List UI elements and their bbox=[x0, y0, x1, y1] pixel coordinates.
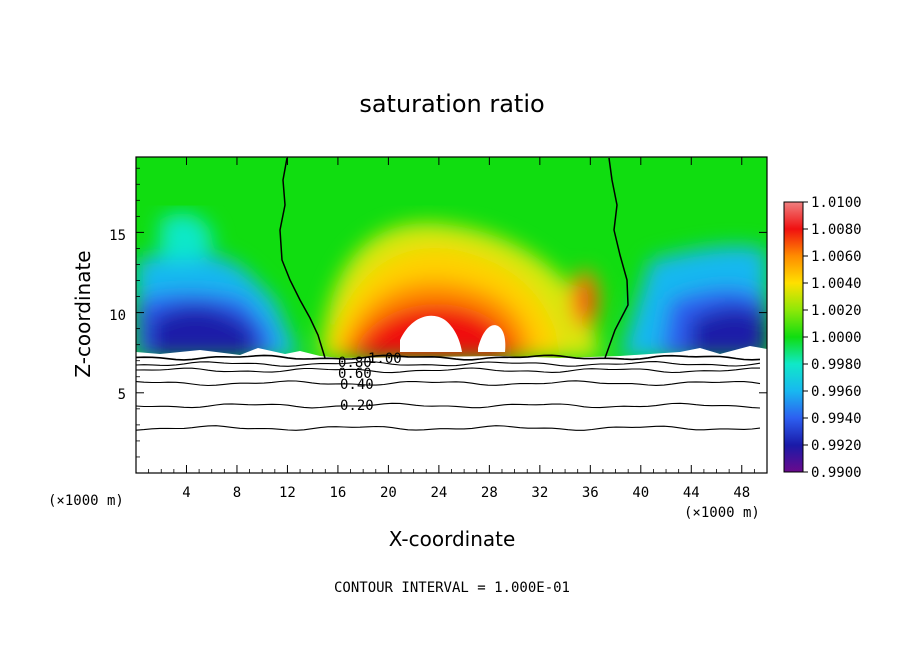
x-tick-label-12: 12 bbox=[279, 485, 296, 501]
y-tick-label-5: 5 bbox=[118, 387, 126, 403]
contour-line-1-00 bbox=[135, 354, 761, 361]
x-tick-label-48: 48 bbox=[733, 485, 750, 501]
colorbar-label-0-9920: 0.9920 bbox=[811, 438, 862, 454]
axis-ticks bbox=[136, 157, 767, 473]
colorbar-label-1-0040: 1.0040 bbox=[811, 276, 862, 292]
x-tick-label-36: 36 bbox=[582, 485, 599, 501]
x-tick-label-32: 32 bbox=[531, 485, 548, 501]
x-tick-label-16: 16 bbox=[329, 485, 346, 501]
colorbar bbox=[783, 201, 804, 473]
colorbar-label-1-0060: 1.0060 bbox=[811, 249, 862, 265]
colorbar-ticks bbox=[803, 201, 808, 473]
colorbar-label-1-0100: 1.0100 bbox=[811, 195, 862, 211]
y-tick-label-15: 15 bbox=[109, 228, 126, 244]
x-tick-labels: 4 8 12 16 20 24 28 32 36 40 44 48 bbox=[182, 485, 750, 501]
x-tick-label-20: 20 bbox=[380, 485, 397, 501]
sub-cloud-region bbox=[136, 346, 767, 473]
x-tick-label-8: 8 bbox=[233, 485, 241, 501]
x-tick-label-40: 40 bbox=[632, 485, 649, 501]
contour-lines bbox=[135, 354, 761, 431]
contour-interval-note: CONTOUR INTERVAL = 1.000E-01 bbox=[334, 580, 570, 596]
chart-title: saturation ratio bbox=[359, 90, 544, 118]
x-tick-label-44: 44 bbox=[683, 485, 700, 501]
contour-line-0-80 bbox=[135, 361, 761, 367]
contour-label-0-20: 0.20 bbox=[340, 398, 374, 414]
contour-line-0-60 bbox=[135, 367, 761, 374]
colorbar-label-0-9900: 0.9900 bbox=[811, 465, 862, 481]
x-tick-label-28: 28 bbox=[481, 485, 498, 501]
colorbar-label-1-0020: 1.0020 bbox=[811, 303, 862, 319]
x-unit-left: (×1000 m) bbox=[48, 493, 124, 509]
contour-label-0-40: 0.40 bbox=[340, 377, 374, 393]
contour-label-0-80: 0.80 bbox=[338, 355, 372, 371]
colorbar-labels: 1.0100 1.0080 1.0060 1.0040 1.0020 1.0000 0.99… bbox=[811, 195, 862, 481]
contour-label-1-00: 1.00 bbox=[368, 351, 402, 367]
x-tick-label-4: 4 bbox=[182, 485, 190, 501]
boundary-contour-right bbox=[604, 157, 629, 359]
colorbar-label-1-0000: 1.0000 bbox=[811, 330, 862, 346]
colorbar-label-1-0080: 1.0080 bbox=[811, 222, 862, 238]
x-axis-label: X-coordinate bbox=[389, 527, 516, 551]
x-unit-right: (×1000 m) bbox=[684, 505, 760, 521]
contour-line-0-20 bbox=[135, 402, 761, 409]
contour-label-0-60: 0.60 bbox=[338, 366, 372, 382]
colorbar-label-0-9960: 0.9960 bbox=[811, 384, 862, 400]
contour-line-0-40 bbox=[135, 380, 761, 387]
contour-line-unlabeled bbox=[135, 425, 761, 431]
heatmap-field bbox=[136, 157, 767, 358]
y-axis-label: Z-coordinate bbox=[71, 250, 95, 377]
colorbar-label-0-9940: 0.9940 bbox=[811, 411, 862, 427]
y-tick-label-10: 10 bbox=[109, 308, 126, 324]
boundary-contour-left bbox=[279, 157, 326, 359]
x-tick-label-24: 24 bbox=[430, 485, 447, 501]
colorbar-label-0-9980: 0.9980 bbox=[811, 357, 862, 373]
